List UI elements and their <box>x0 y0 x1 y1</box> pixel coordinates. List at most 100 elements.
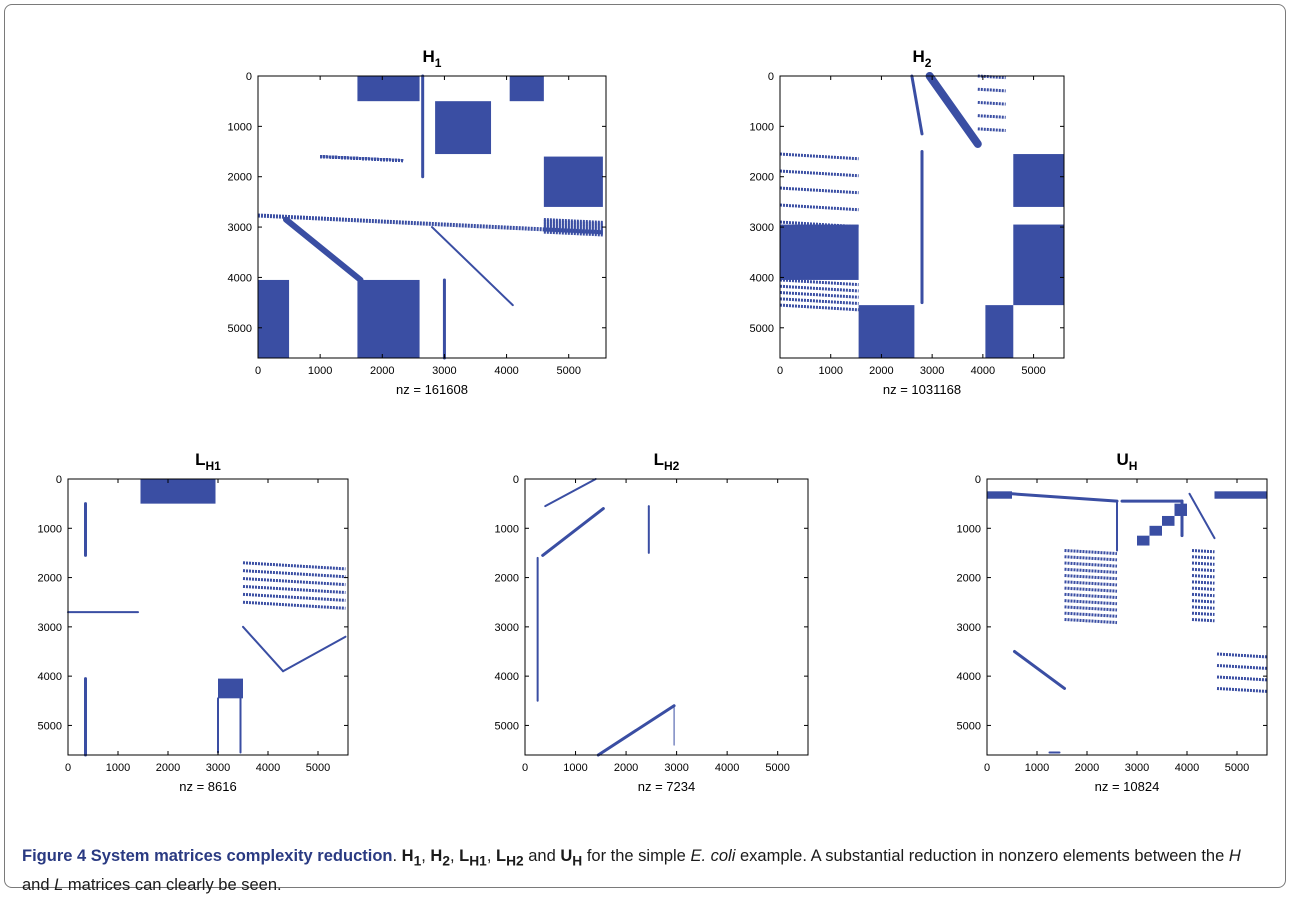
nonzero-band <box>543 227 603 234</box>
nonzero-band <box>1064 592 1118 599</box>
nonzero-segment <box>1013 650 1066 690</box>
x-tick-label: 5000 <box>556 365 580 377</box>
nonzero-band <box>1191 586 1215 591</box>
y-tick-label: 4000 <box>750 272 774 284</box>
nonzero-band <box>543 229 603 235</box>
matrix-name-lh2: LH2 <box>496 846 524 868</box>
nonzero-band <box>320 155 405 163</box>
y-tick-label: 3000 <box>957 622 981 634</box>
nonzero-block <box>435 101 492 155</box>
nonzero-block <box>1162 515 1175 526</box>
matrix-name-uh: UH <box>560 846 583 868</box>
nonzero-band <box>779 152 859 161</box>
nonzero-band <box>543 224 603 231</box>
nonzero-segment <box>1010 492 1119 503</box>
figure-panels: H1 0 1000 2000 3000 4000 5000 0 1000 2000 3000 4000… <box>38 47 1268 794</box>
matrix-name-lh1: LH1 <box>459 846 487 868</box>
x-tick-label: 1000 <box>308 365 332 377</box>
nonzero-band <box>779 291 859 299</box>
x-tick-label: 3000 <box>664 762 688 774</box>
axes-box <box>257 75 607 359</box>
axes-box <box>67 478 349 756</box>
y-tick-label: 4000 <box>228 272 252 284</box>
x-tick-label: 2000 <box>1075 762 1099 774</box>
nonzero-band <box>779 203 859 212</box>
nonzero-band <box>1064 555 1118 562</box>
nonzero-band <box>1064 599 1118 606</box>
nonzero-segment <box>282 216 364 283</box>
y-tick-label: 3000 <box>750 222 774 234</box>
nonzero-band <box>1191 555 1215 560</box>
panel-title: LH1 <box>195 450 221 473</box>
nonzero-block <box>509 76 544 102</box>
nz-label: nz = 161608 <box>396 382 468 397</box>
nonzero-band <box>977 114 1006 119</box>
nonzero-band <box>1064 611 1118 618</box>
y-tick-label: 2000 <box>38 573 62 585</box>
nonzero-segment <box>282 635 347 673</box>
y-tick-label: 2000 <box>957 573 981 585</box>
y-tick-label: 2000 <box>750 172 774 184</box>
nonzero-band <box>779 278 859 287</box>
x-tick-label: 0 <box>65 762 71 774</box>
y-tick-label: 4000 <box>38 671 62 683</box>
x-tick-label: 5000 <box>1225 762 1249 774</box>
nonzero-segment <box>596 704 676 757</box>
y-tick-label: 4000 <box>495 671 519 683</box>
y-tick-label: 0 <box>513 474 519 486</box>
nonzero-band <box>1064 574 1118 581</box>
nonzero-band <box>779 186 859 195</box>
nonzero-segment <box>910 74 924 136</box>
x-tick-label: 1000 <box>1025 762 1049 774</box>
x-tick-label: 2000 <box>370 365 394 377</box>
x-tick-label: 0 <box>255 365 261 377</box>
axes-box <box>524 478 809 756</box>
figure-frame <box>4 4 1286 888</box>
nonzero-block <box>1013 154 1064 207</box>
x-tick-label: 0 <box>522 762 528 774</box>
nonzero-band <box>242 569 346 579</box>
y-tick-label: 5000 <box>957 720 981 732</box>
matrix-name-h1: H1 <box>401 846 422 868</box>
y-tick-label: 0 <box>246 71 252 83</box>
nonzero-band <box>779 284 859 293</box>
nonzero-band <box>1191 548 1215 554</box>
x-tick-label: 4000 <box>256 762 280 774</box>
nonzero-band <box>1064 561 1118 568</box>
nonzero-band <box>543 222 603 229</box>
nonzero-block <box>1214 491 1267 499</box>
nz-label: nz = 10824 <box>1095 779 1160 794</box>
x-tick-label: 2000 <box>156 762 180 774</box>
nonzero-band <box>1216 663 1268 670</box>
nonzero-band <box>1064 617 1118 625</box>
nonzero-band <box>1064 548 1118 556</box>
x-tick-label: 4000 <box>1175 762 1199 774</box>
spy-panel: UH 0 1000 2000 3000 4000 5000 0 1000 2000 3000 4000… <box>957 450 1268 794</box>
nonzero-band <box>543 219 603 226</box>
nonzero-band <box>1064 605 1118 612</box>
nonzero-block <box>1137 535 1150 546</box>
nonzero-band <box>242 584 346 595</box>
nonzero-block <box>357 279 420 358</box>
nonzero-block <box>258 279 290 358</box>
panel-title: UH <box>1117 450 1138 473</box>
nonzero-band <box>1191 605 1215 610</box>
y-tick-label: 4000 <box>957 671 981 683</box>
nonzero-block <box>357 76 420 102</box>
y-tick-label: 0 <box>975 474 981 486</box>
y-tick-label: 1000 <box>228 121 252 133</box>
nonzero-band <box>242 592 346 602</box>
nonzero-band <box>242 561 346 571</box>
x-tick-label: 3000 <box>1125 762 1149 774</box>
nonzero-block <box>987 491 1012 499</box>
y-tick-label: 3000 <box>495 622 519 634</box>
y-tick-label: 3000 <box>38 622 62 634</box>
x-tick-label: 2000 <box>869 365 893 377</box>
y-tick-label: 5000 <box>750 323 774 335</box>
y-tick-label: 0 <box>768 71 774 83</box>
nonzero-band <box>977 127 1006 133</box>
matrix-name-h2: H2 <box>430 846 450 868</box>
nonzero-band <box>1191 592 1215 598</box>
x-tick-label: 4000 <box>494 365 518 377</box>
nonzero-band <box>1191 561 1215 566</box>
